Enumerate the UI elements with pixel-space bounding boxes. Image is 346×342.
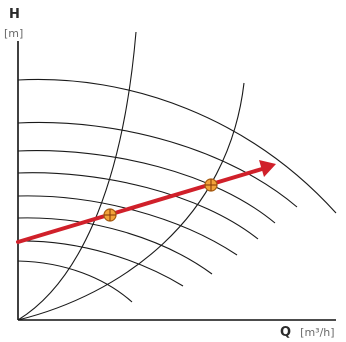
operating-point: [204, 178, 218, 192]
system-curve: [17, 82, 245, 321]
pump-curve: [17, 78, 337, 214]
operating-line-arrow: [16, 160, 276, 244]
x-axis-label: Q [m³/h]: [280, 321, 335, 340]
y-axis-symbol: H: [9, 7, 20, 22]
pump-curves: [17, 78, 337, 303]
pump-curve: [17, 260, 133, 303]
system-curves: [17, 31, 245, 321]
y-axis-unit: [m]: [4, 27, 23, 40]
operating-line: [16, 167, 264, 244]
pump-curve: [17, 172, 259, 240]
operating-point: [103, 208, 117, 222]
arrow-head-icon: [259, 160, 276, 177]
pump-curve: [17, 195, 238, 256]
x-axis-symbol: Q: [280, 325, 291, 340]
system-curve: [17, 31, 137, 321]
x-axis-unit: [m³/h]: [300, 326, 334, 339]
pump-curve: [17, 217, 213, 275]
pump-curve: [17, 121, 298, 208]
pump-curve: [17, 240, 184, 287]
pump-curve: [17, 150, 276, 224]
